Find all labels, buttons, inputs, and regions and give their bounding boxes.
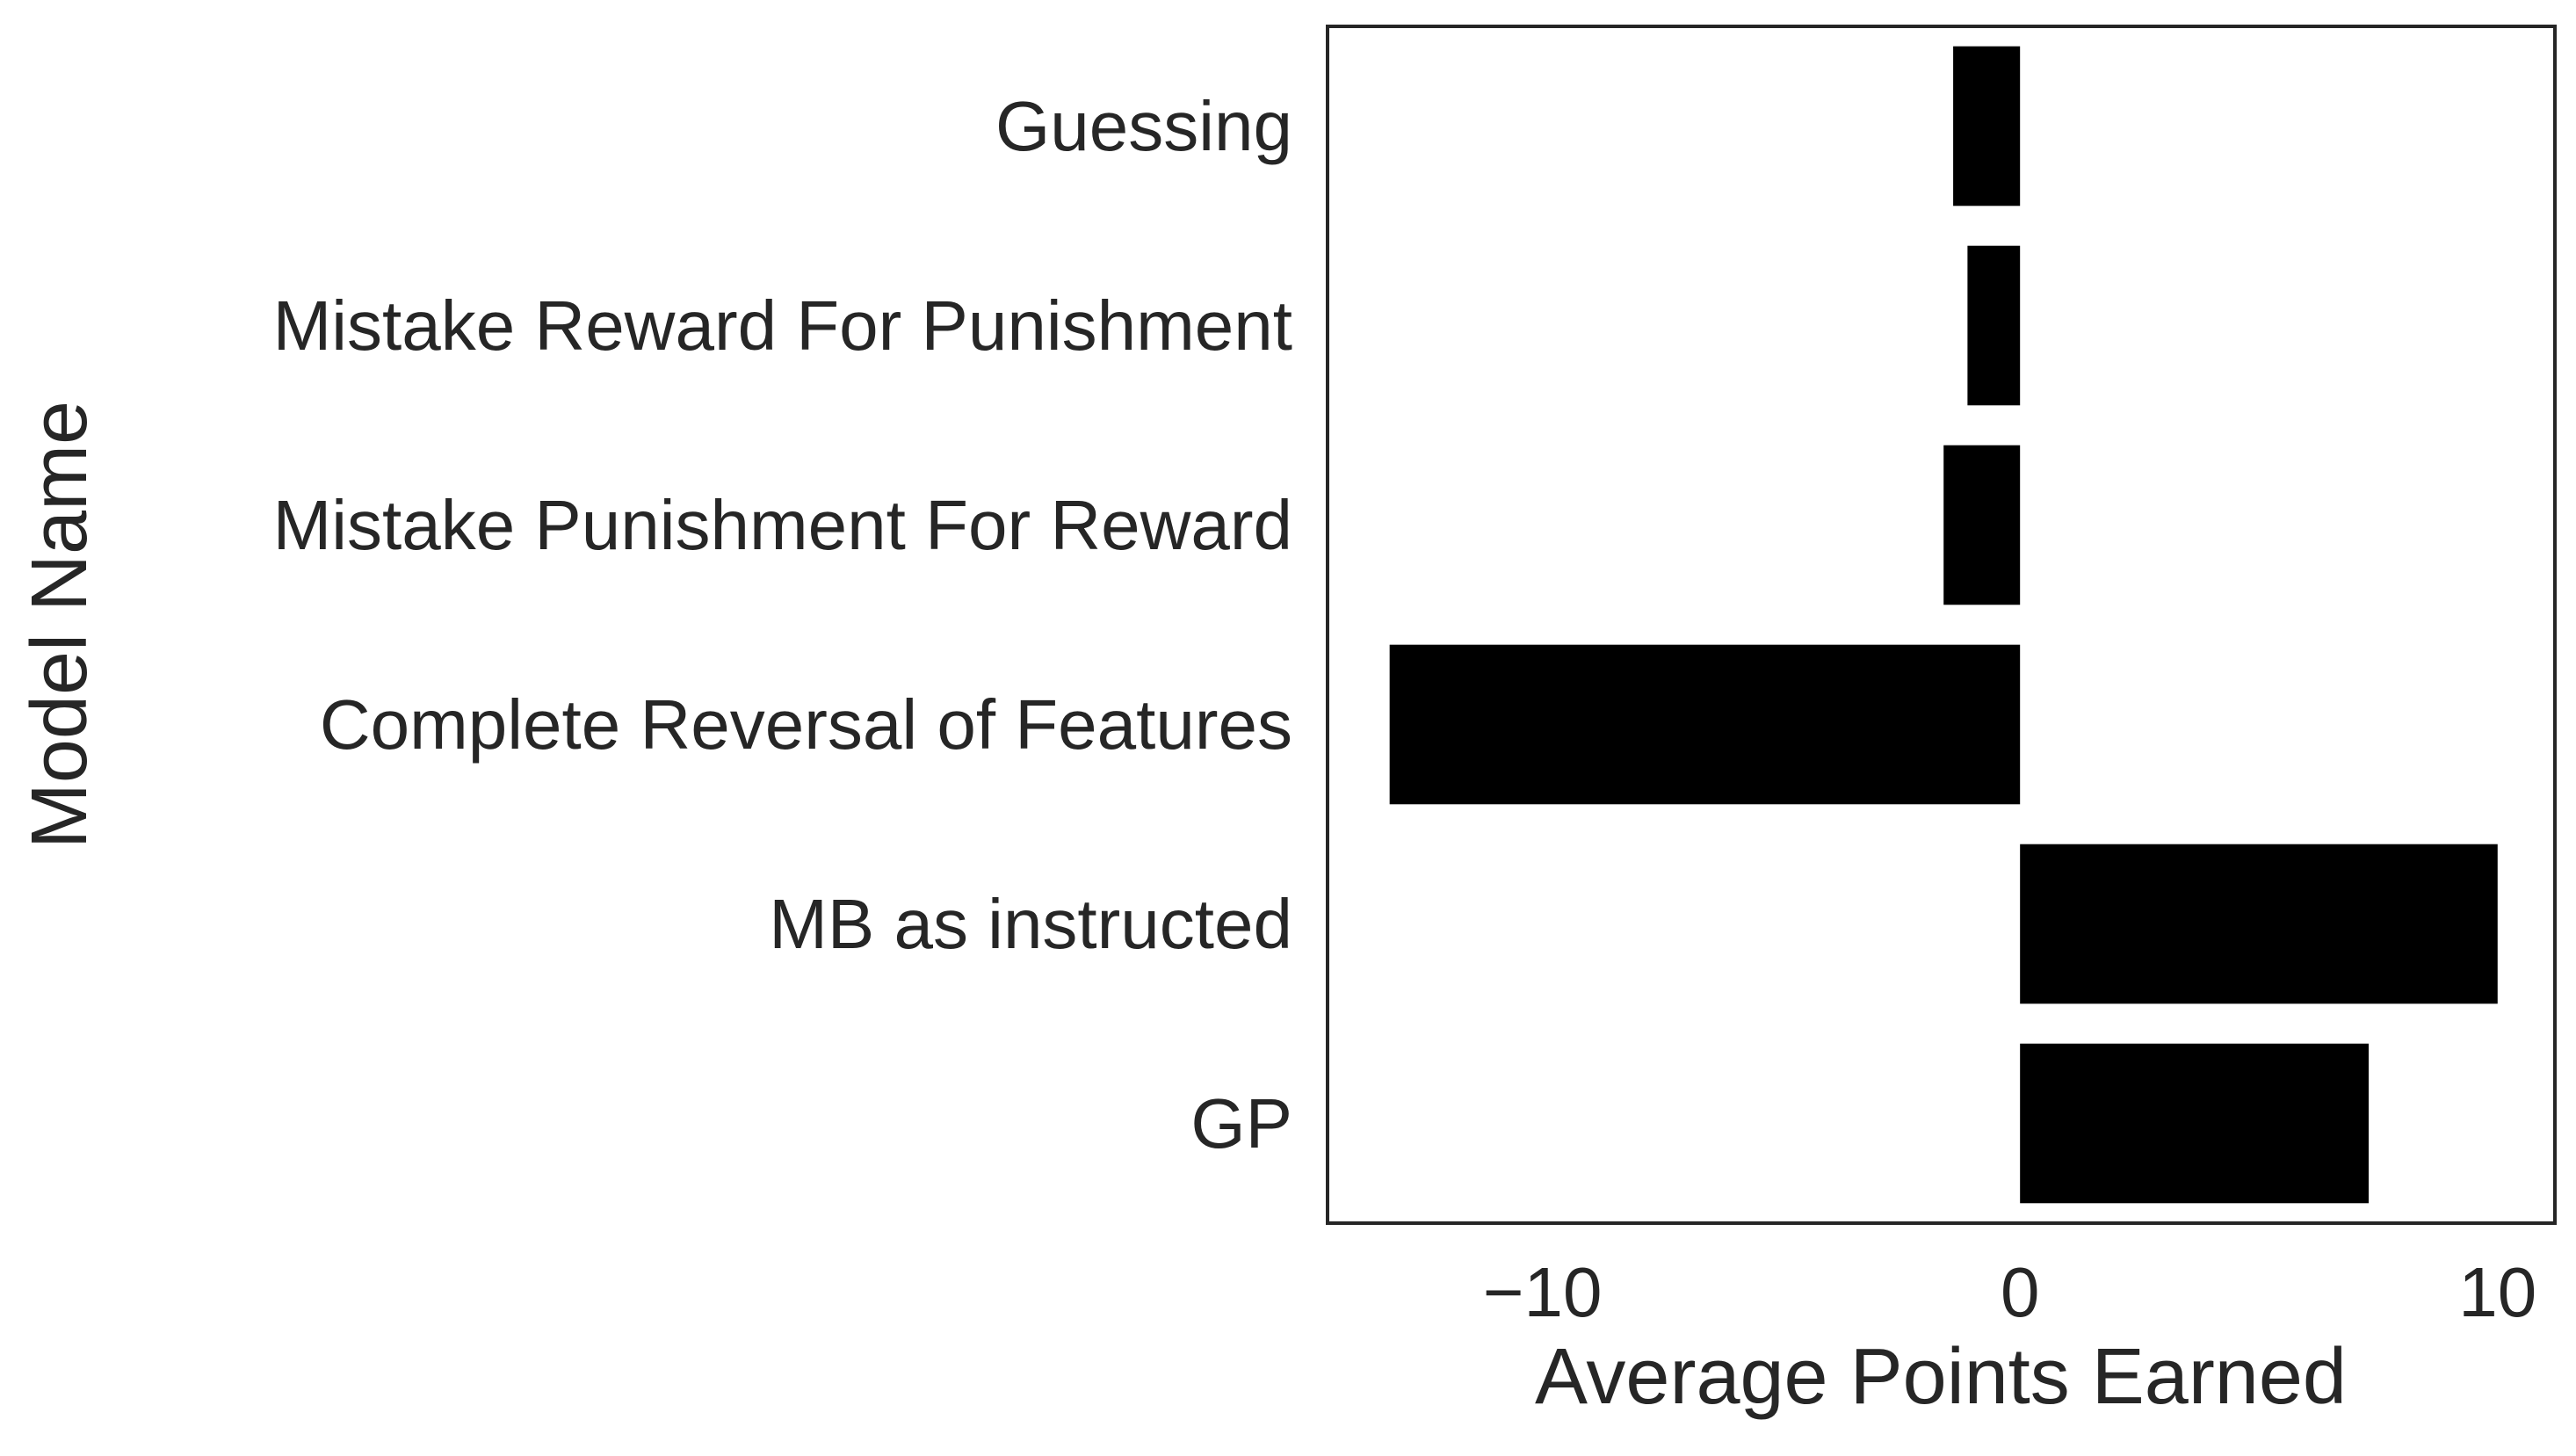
bar-mistake-reward-for-punishment — [1967, 245, 2021, 406]
x-tick-label: 0 — [2001, 1253, 2040, 1331]
category-label: MB as instructed — [769, 885, 1292, 963]
category-labels: Guessing Mistake Reward For Punishment Mis… — [273, 87, 1292, 1163]
bars — [1389, 46, 2498, 1204]
category-label: Mistake Reward For Punishment — [273, 286, 1292, 365]
x-tick-label: −10 — [1483, 1253, 1603, 1331]
plot-frame — [1326, 25, 2557, 1225]
bar-mistake-punishment-for-reward — [1943, 445, 2021, 605]
category-label: Complete Reversal of Features — [320, 685, 1292, 764]
x-tick-label: 10 — [2458, 1253, 2536, 1331]
y-axis-title: Model Name — [16, 401, 104, 849]
bar-complete-reversal-of-features — [1389, 644, 2021, 805]
bar-guessing — [1953, 46, 2021, 206]
category-label: GP — [1190, 1084, 1292, 1163]
category-label: Guessing — [995, 87, 1292, 165]
bar-gp — [2020, 1043, 2370, 1204]
x-axis-title: Average Points Earned — [1535, 1333, 2347, 1421]
bar-mb-as-instructed — [2020, 844, 2498, 1004]
x-tick-labels: −10 0 10 — [1483, 1253, 2537, 1331]
category-label: Mistake Punishment For Reward — [273, 486, 1292, 564]
